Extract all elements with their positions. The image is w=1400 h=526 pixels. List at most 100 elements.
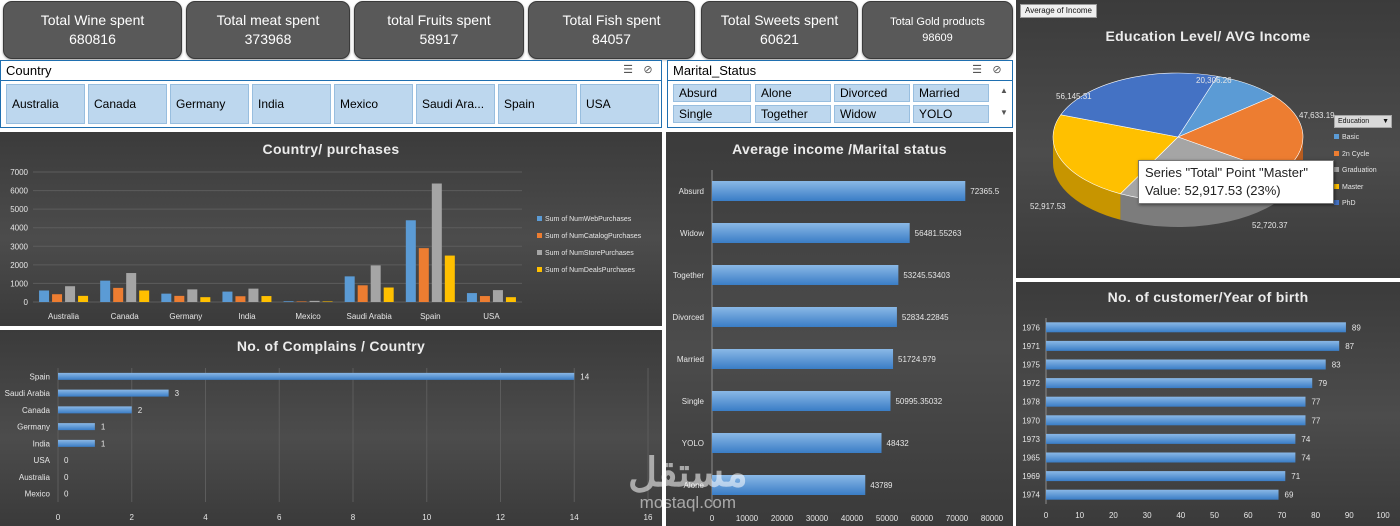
- legend-label: Sum of NumStorePurchases: [545, 250, 634, 257]
- bar: [58, 406, 132, 414]
- bar-Sum of NumDealsPurchases: [78, 295, 89, 302]
- bar-Sum of NumWebPurchases: [39, 290, 50, 302]
- y-tick-label: 1978: [1022, 398, 1040, 407]
- data-label: 72365.5: [970, 187, 999, 196]
- slicer-item-divorced[interactable]: Divorced: [834, 84, 910, 102]
- multi-select-icon[interactable]: ☰: [972, 64, 982, 76]
- bar-Sum of NumCatalogPurchases: [479, 296, 490, 302]
- clear-filter-icon[interactable]: ⊘: [643, 64, 653, 76]
- slicer-item-together[interactable]: Together: [755, 105, 831, 123]
- slicer-item-spain[interactable]: Spain: [498, 84, 577, 124]
- legend-label: 2n Cycle: [1342, 150, 1370, 158]
- data-label: 52,720.37: [1252, 221, 1288, 230]
- country-slicer: Country ☰ ⊘ Australia Canada Germany Ind…: [0, 60, 662, 128]
- bar: [712, 349, 894, 369]
- slicer-item-canada[interactable]: Canada: [88, 84, 167, 124]
- dropdown-label: Education: [1338, 118, 1370, 125]
- y-tick-label: 1974: [1022, 491, 1040, 500]
- x-tick-label: 60000: [911, 514, 934, 523]
- legend-item: PhD: [1334, 199, 1356, 208]
- slicer-item-australia[interactable]: Australia: [6, 84, 85, 124]
- education-filter-dropdown[interactable]: Education ▼: [1334, 115, 1392, 128]
- slicer-item-germany[interactable]: Germany: [170, 84, 249, 124]
- slicer-item-yolo[interactable]: YOLO: [913, 105, 989, 123]
- bar: [1046, 340, 1340, 351]
- bar-Sum of NumDealsPurchases: [200, 297, 211, 302]
- data-label: 50995.35032: [895, 397, 942, 406]
- slicer-item-alone[interactable]: Alone: [755, 84, 831, 102]
- legend-swatch: [1334, 183, 1339, 189]
- chart-title: No. of Complains / Country: [236, 338, 426, 354]
- slicer-item-married[interactable]: Married: [913, 84, 989, 102]
- x-tick-label: 0: [1044, 511, 1049, 520]
- birth-year-panel: No. of customer/Year of birth 0 10 20 30 40 5…: [1016, 282, 1400, 526]
- slicer-item-widow[interactable]: Widow: [834, 105, 910, 123]
- slicer-item-absurd[interactable]: Absurd: [673, 84, 751, 102]
- slicer-header: Marital_Status ☰ ⊘: [668, 61, 1012, 81]
- bar: [1046, 359, 1326, 370]
- slicer-item-india[interactable]: India: [252, 84, 331, 124]
- kpi-wine-card: Total Wine spent 680816: [3, 1, 182, 59]
- x-tick-label: 14: [570, 513, 579, 522]
- legend-item: Sum of NumWebPurchases: [537, 215, 631, 224]
- slicer-title: Country: [6, 63, 52, 78]
- country-purchases-panel: Country/ purchases 0 1000 2000 3000 4000 5000…: [0, 132, 662, 326]
- legend-item: Basic: [1334, 133, 1359, 142]
- bar-Sum of NumCatalogPurchases: [113, 287, 124, 302]
- scroll-down-icon[interactable]: ▼: [1000, 108, 1008, 117]
- x-tick-label: 10: [422, 513, 431, 522]
- scroll-up-icon[interactable]: ▲: [1000, 86, 1008, 95]
- field-button-average-income[interactable]: Average of Income: [1020, 4, 1098, 18]
- slicer-item-saudi-arabia[interactable]: Saudi Ara...: [416, 84, 495, 124]
- bar-Sum of NumWebPurchases: [283, 301, 294, 302]
- country-purchases-chart: 0 1000 2000 3000 4000 5000 6000 7000 Australia Ca…: [10, 168, 522, 321]
- bar-Sum of NumCatalogPurchases: [357, 285, 368, 302]
- y-tick-label: Together: [673, 271, 704, 280]
- x-tick-label: 8: [351, 513, 356, 522]
- kpi-value: 680816: [69, 31, 116, 47]
- y-tick-label: Germany: [17, 423, 50, 432]
- data-label: 51724.979: [898, 355, 936, 364]
- slicer-item-single[interactable]: Single: [673, 105, 751, 123]
- bar-Sum of NumDealsPurchases: [139, 290, 150, 302]
- bar-Sum of NumWebPurchases: [405, 220, 416, 302]
- education-income-panel: Education Level/ AVG Income 20,306.26 47,…: [1016, 0, 1400, 278]
- bar: [712, 223, 910, 243]
- x-tick-label: 40000: [841, 514, 864, 523]
- chart-title: No. of customer/Year of birth: [1107, 289, 1309, 305]
- legend-swatch: [537, 233, 542, 238]
- data-label: 0: [64, 490, 69, 499]
- bar: [1046, 378, 1313, 389]
- data-label: 77: [1311, 398, 1320, 407]
- x-tick-label: 10: [1075, 511, 1084, 520]
- data-label: 0: [64, 456, 69, 465]
- bar-Sum of NumCatalogPurchases: [174, 295, 185, 302]
- slicer-item-usa[interactable]: USA: [580, 84, 659, 124]
- bar-Sum of NumWebPurchases: [161, 293, 172, 302]
- y-tick-label: Australia: [19, 473, 51, 482]
- bar: [712, 181, 966, 201]
- data-label: 74: [1301, 454, 1310, 463]
- kpi-label: Total Fish spent: [562, 12, 661, 28]
- data-label: 2: [138, 406, 143, 415]
- bar: [1046, 433, 1296, 444]
- multi-select-icon[interactable]: ☰: [623, 64, 633, 76]
- slicer-item-mexico[interactable]: Mexico: [334, 84, 413, 124]
- kpi-meat-card: Total meat spent 373968: [186, 1, 350, 59]
- x-tick-label: 80: [1311, 511, 1320, 520]
- income-marital-panel: Average income /Marital status 0 10000 200…: [666, 132, 1013, 526]
- bar: [712, 265, 899, 285]
- watermark-logo: مستقل mostaql.com: [628, 452, 748, 512]
- y-tick-label: Saudi Arabia: [5, 389, 51, 398]
- bar: [1046, 396, 1306, 407]
- data-label: 56481.55263: [915, 229, 962, 238]
- data-label: 43789: [870, 481, 893, 490]
- clear-filter-icon[interactable]: ⊘: [992, 64, 1002, 76]
- data-label: 79: [1318, 379, 1327, 388]
- x-tick-label: 30: [1143, 511, 1152, 520]
- legend-label: Graduation: [1342, 167, 1377, 174]
- kpi-label: total Fruits spent: [387, 12, 491, 28]
- y-tick-label: Alone: [684, 481, 705, 490]
- bar-Sum of NumStorePurchases: [492, 290, 503, 302]
- birth-year-chart: 0 10 20 30 40 50 60 70 80 90 100 1976 89 1971 87 1975 83…: [1022, 318, 1390, 520]
